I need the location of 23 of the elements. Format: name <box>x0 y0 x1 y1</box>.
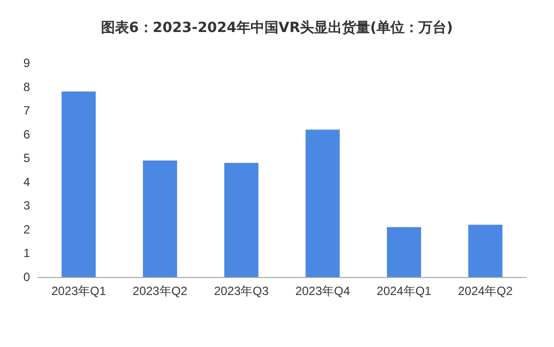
y-tick-label: 9 <box>23 56 30 70</box>
bar <box>224 162 258 277</box>
y-tick-label: 4 <box>23 174 30 189</box>
bar <box>306 130 340 277</box>
x-tick-label: 2023年Q1 <box>51 284 106 298</box>
x-tick-label: 2023年Q3 <box>214 284 270 298</box>
bar <box>62 92 96 277</box>
y-tick-label: 7 <box>23 104 30 118</box>
y-tick-label: 3 <box>23 198 30 213</box>
y-tick-label: 8 <box>23 80 30 94</box>
y-tick-label: 5 <box>23 151 30 166</box>
x-tick-label: 2023年Q4 <box>295 284 350 298</box>
bar <box>386 227 422 277</box>
x-tick-label: 2023年Q2 <box>132 284 188 298</box>
y-tick-label: 0 <box>23 270 30 284</box>
chart-title: 图表6：2023-2024年中国VR头显出货量(单位：万台) <box>101 20 453 36</box>
bar <box>142 160 178 277</box>
y-tick-label: 6 <box>23 127 30 142</box>
y-tick-label: 2 <box>23 222 30 236</box>
x-tick-label: 2024年Q2 <box>458 284 514 298</box>
bar <box>468 224 502 277</box>
x-tick-label: 2024年Q1 <box>376 284 432 298</box>
y-tick-label: 1 <box>23 246 30 260</box>
